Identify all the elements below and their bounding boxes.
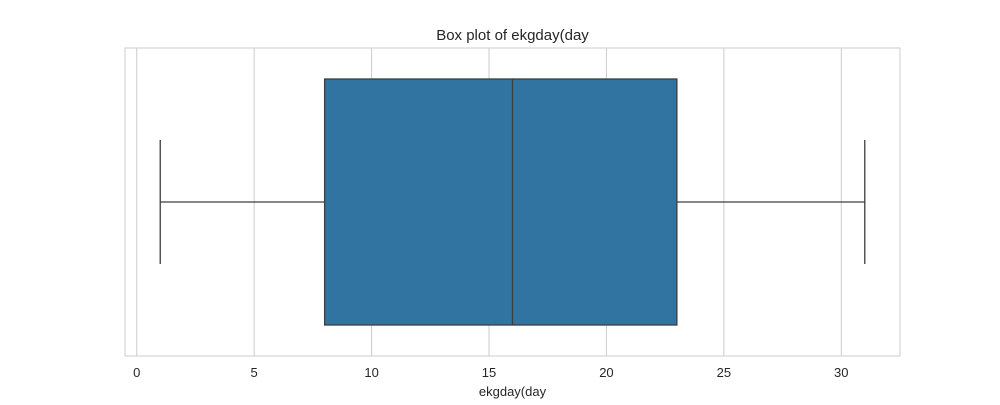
x-tick-label: 5	[251, 365, 258, 380]
x-tick-label: 20	[599, 365, 613, 380]
iqr-box	[323, 78, 678, 326]
x-tick-label: 25	[717, 365, 731, 380]
x-tick-label: 30	[834, 365, 848, 380]
chart-title: Box plot of ekgday(day	[436, 27, 589, 44]
plot-area-frame	[124, 47, 901, 357]
x-tick-labels: 0 5 10 15 20 25 30	[133, 365, 848, 380]
box-plot-series	[159, 78, 866, 326]
x-axis-label: ekgday(day	[479, 384, 547, 399]
x-tick-label: 0	[133, 365, 140, 380]
x-tick-label: 10	[364, 365, 378, 380]
x-tick-label: 15	[482, 365, 496, 380]
